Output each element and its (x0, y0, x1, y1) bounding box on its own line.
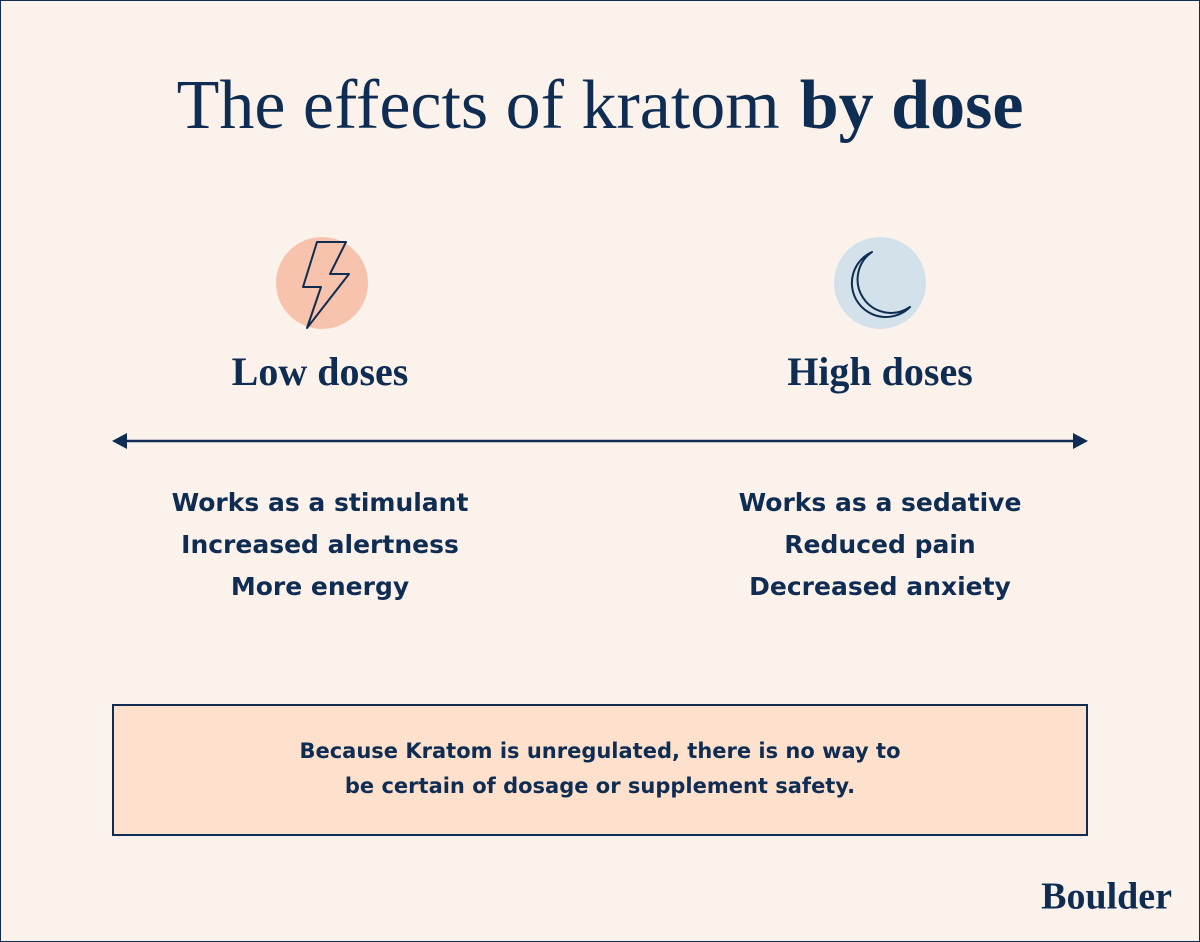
moon-icon (850, 251, 911, 318)
effect: Works as a sedative (739, 488, 1022, 517)
effect: Decreased anxiety (749, 572, 1011, 601)
note-line: be certain of dosage or supplement safet… (345, 774, 855, 798)
title-regular: The effects of kratom (177, 67, 780, 144)
low-icon-bg (276, 237, 368, 329)
effect: Increased alertness (181, 530, 459, 559)
note-box (112, 704, 1088, 836)
brand: Boulder (1041, 876, 1172, 918)
effect: More energy (231, 572, 409, 601)
note-line: Because Kratom is unregulated, there is … (299, 739, 900, 763)
title: The effects of kratom by dose (177, 67, 1024, 144)
column-heading: High doses (787, 349, 973, 394)
effect: Works as a stimulant (172, 488, 469, 517)
arrow-head-left (112, 433, 127, 449)
column-heading: Low doses (232, 349, 409, 394)
title-bold: by dose (800, 67, 1024, 144)
arrow-head-right (1073, 433, 1088, 449)
effect: Reduced pain (784, 530, 975, 559)
bolt-icon (302, 241, 350, 329)
high-icon-bg (834, 237, 926, 329)
